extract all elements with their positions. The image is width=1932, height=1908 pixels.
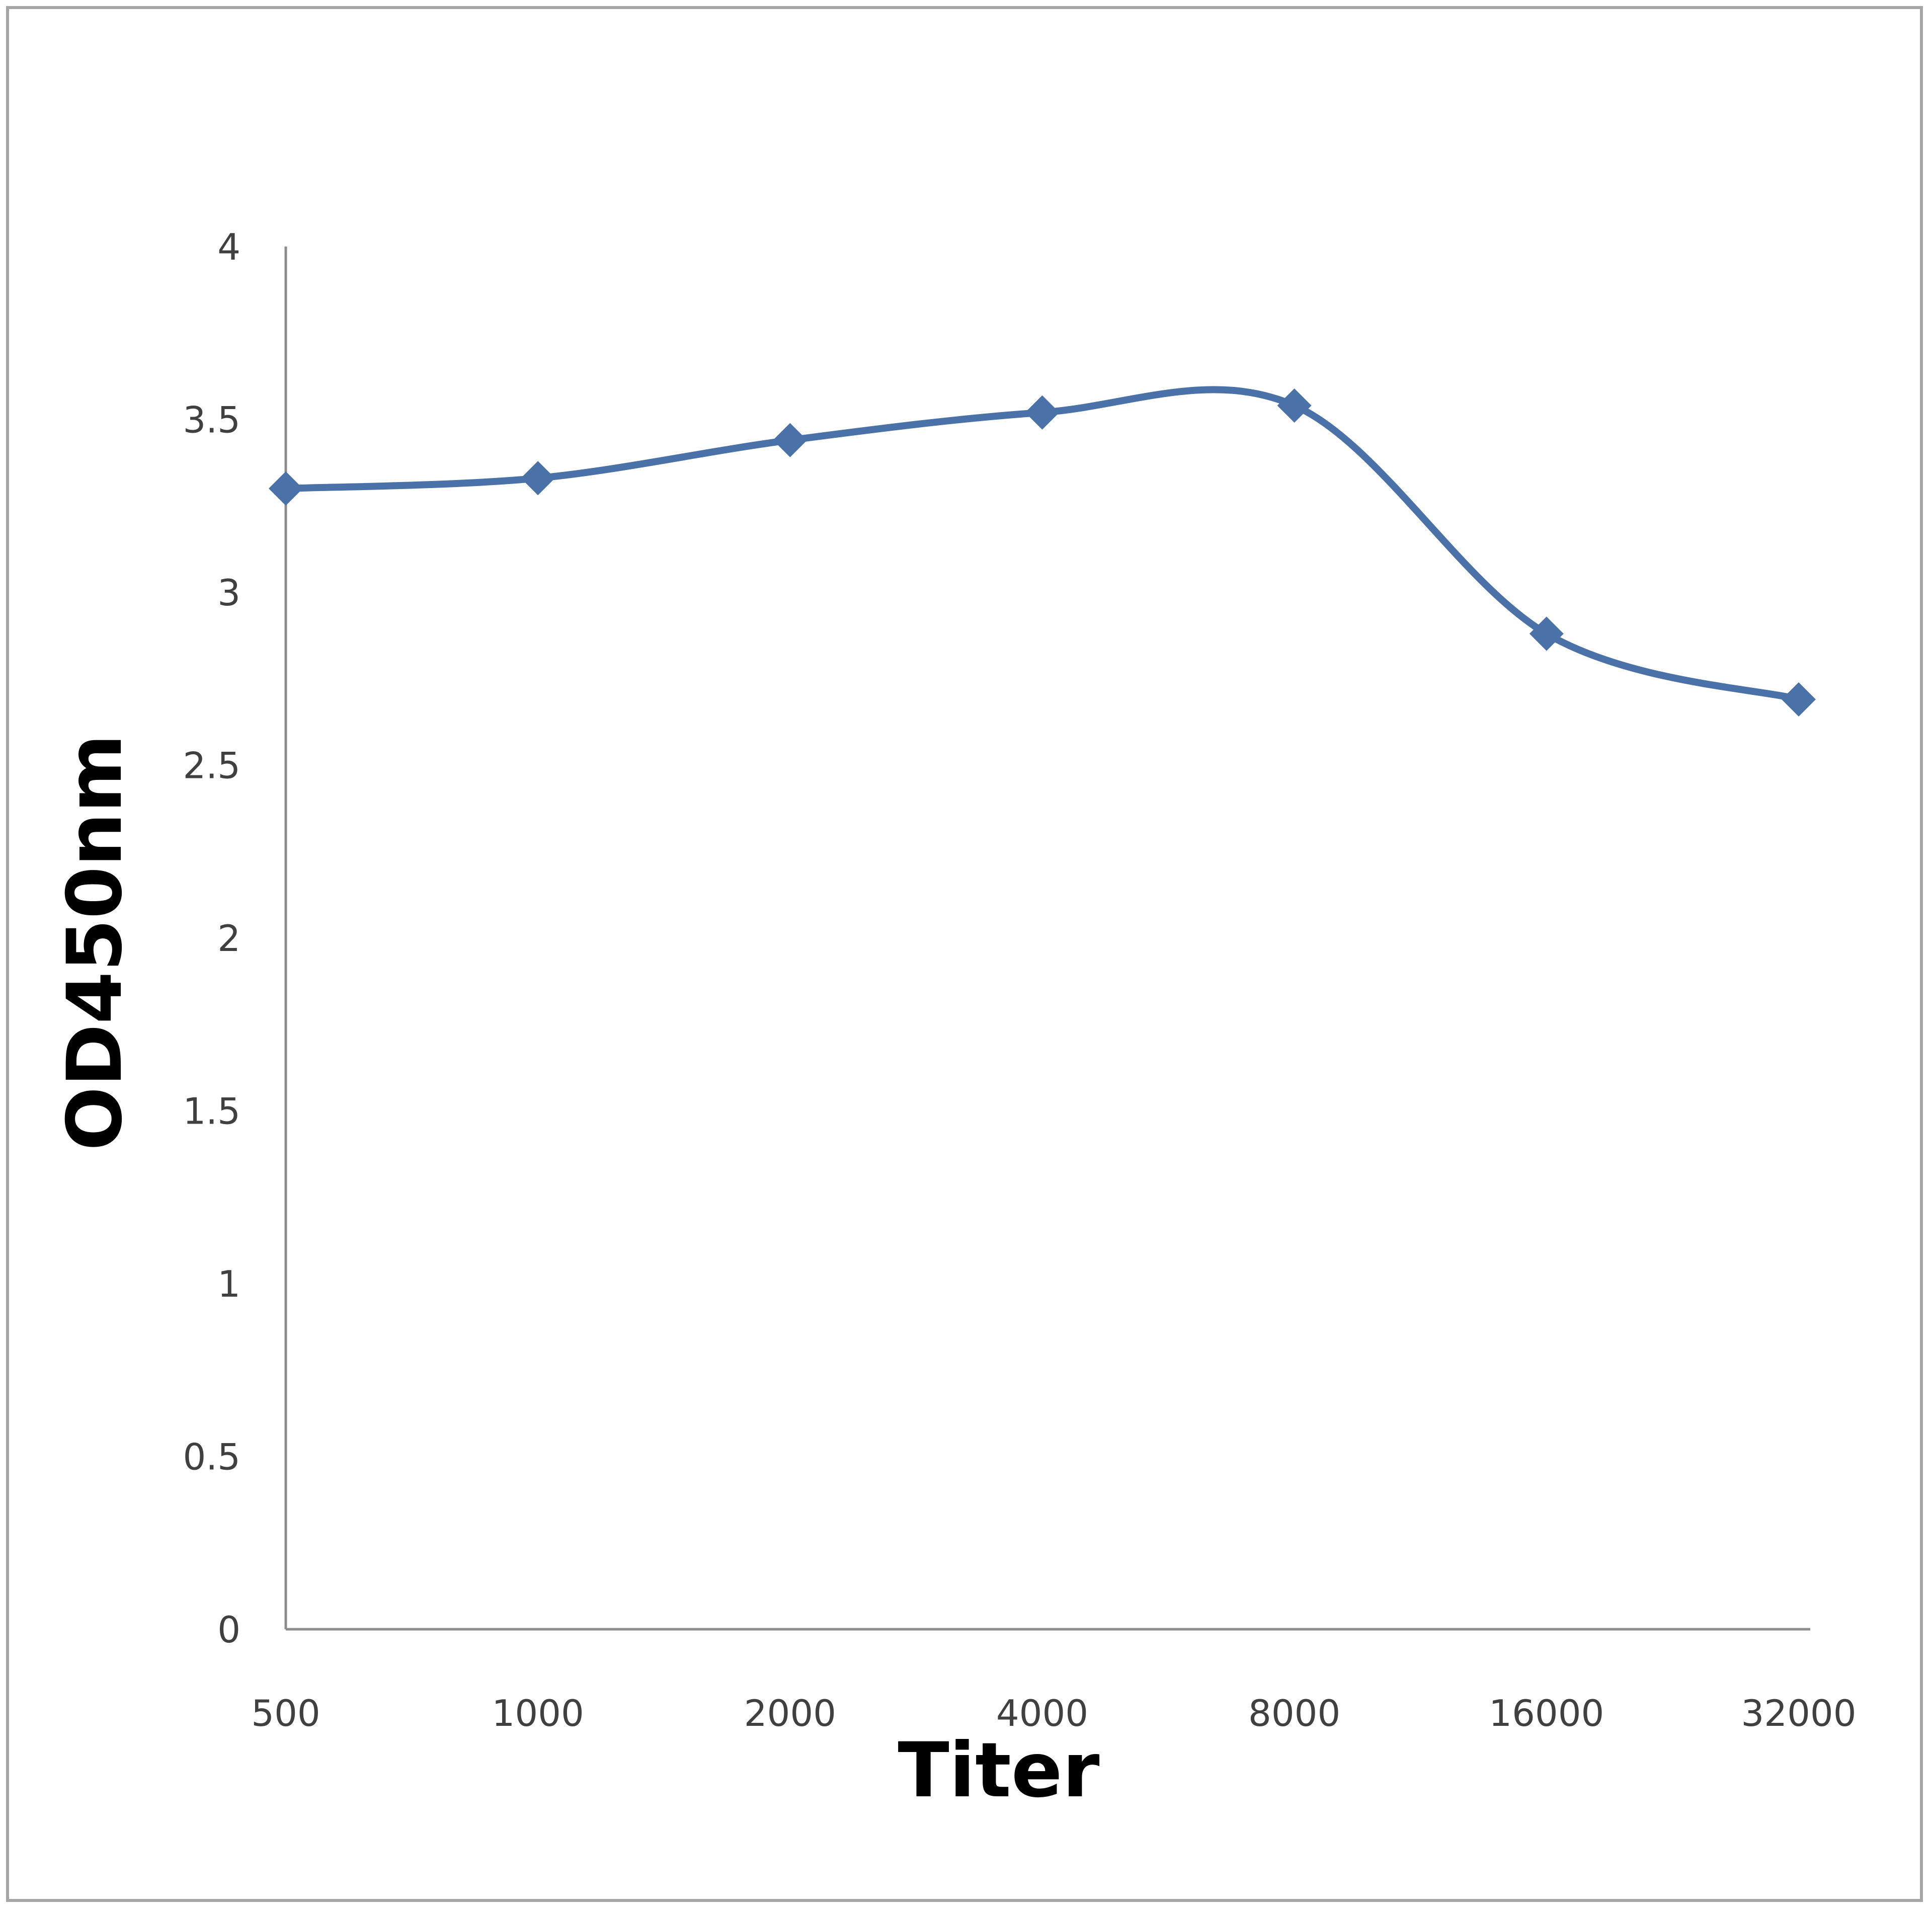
data-point-marker bbox=[521, 461, 555, 496]
chart-frame bbox=[6, 6, 1923, 1902]
x-tick-label: 16000 bbox=[1489, 1692, 1604, 1734]
x-tick-label: 4000 bbox=[996, 1692, 1088, 1734]
x-axis-ticks: 500 1000 2000 4000 8000 16000 32000 bbox=[251, 1692, 1856, 1734]
data-point-marker bbox=[1277, 388, 1312, 423]
y-tick-label: 1.5 bbox=[183, 1090, 240, 1133]
y-tick-label: 2.5 bbox=[183, 745, 240, 787]
data-point-marker bbox=[1025, 395, 1060, 430]
x-axis-title: Titer bbox=[898, 1727, 1099, 1814]
x-tick-label: 1000 bbox=[492, 1692, 584, 1734]
x-tick-label: 8000 bbox=[1248, 1692, 1340, 1734]
x-tick-label: 500 bbox=[251, 1692, 320, 1734]
data-markers bbox=[269, 388, 1816, 717]
y-tick-label: 2 bbox=[217, 917, 240, 960]
y-axis-ticks: 0 0.5 1 1.5 2 2.5 3 3.5 4 bbox=[183, 226, 240, 1651]
y-tick-label: 3.5 bbox=[183, 399, 240, 441]
y-tick-label: 1 bbox=[217, 1263, 240, 1305]
y-tick-label: 0.5 bbox=[183, 1436, 240, 1478]
x-tick-label: 32000 bbox=[1741, 1692, 1856, 1734]
y-axis-title: OD450nm bbox=[51, 734, 139, 1151]
data-point-marker bbox=[1782, 682, 1816, 717]
data-point-marker bbox=[773, 423, 808, 457]
data-point-marker bbox=[269, 471, 303, 506]
series-line bbox=[282, 386, 1802, 703]
y-tick-label: 4 bbox=[217, 226, 240, 268]
x-tick-label: 2000 bbox=[744, 1692, 836, 1734]
y-tick-label: 0 bbox=[217, 1609, 240, 1651]
data-point-marker bbox=[1529, 616, 1564, 651]
y-tick-label: 3 bbox=[217, 572, 240, 614]
